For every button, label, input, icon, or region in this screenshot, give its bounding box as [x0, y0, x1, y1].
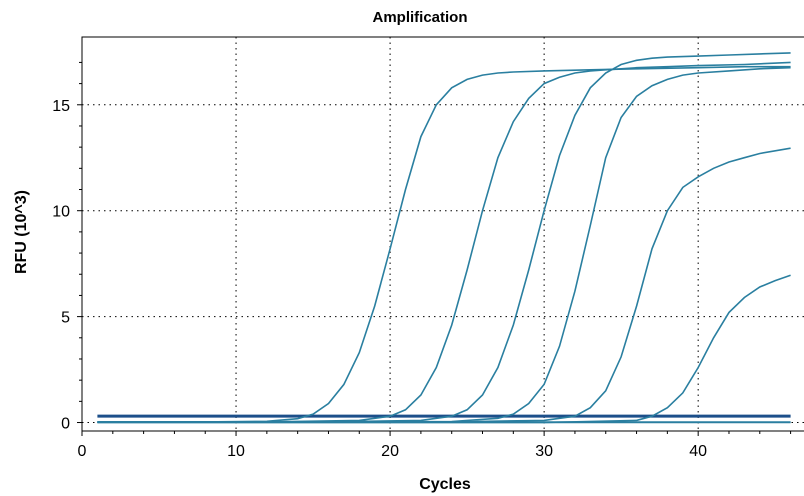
- x-tick-label: 20: [381, 443, 399, 460]
- y-tick-label: 5: [61, 310, 70, 327]
- chart-title: Amplification: [372, 9, 467, 26]
- amplification-curve: [97, 52, 791, 423]
- plot-frame: [81, 36, 804, 432]
- x-tick-label: 40: [689, 443, 707, 460]
- amplification-curve: [97, 147, 791, 423]
- y-tick-label: 15: [52, 98, 70, 115]
- axis-layer: 0 10 20 30 40 0 5 10 15: [52, 61, 792, 460]
- amplification-curve: [97, 274, 791, 424]
- x-tick-label: 30: [535, 443, 553, 460]
- y-axis-label: RFU (10^3): [13, 190, 30, 274]
- amplification-curve: [97, 61, 791, 423]
- y-tick-label: 0: [61, 416, 70, 433]
- amplification-curve: [97, 65, 791, 423]
- x-tick-label: 0: [78, 443, 87, 460]
- x-tick-label: 10: [227, 443, 245, 460]
- y-tick-label: 10: [52, 204, 70, 221]
- amplification-curve: [97, 66, 791, 423]
- x-axis-label: Cycles: [419, 476, 471, 493]
- curve-layer: [97, 52, 791, 424]
